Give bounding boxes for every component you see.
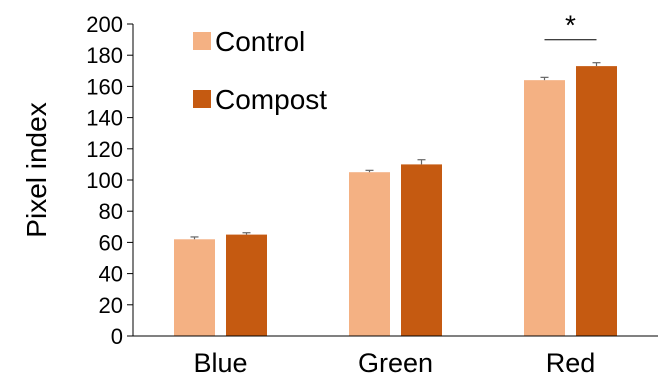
- bar-red-control: [524, 80, 565, 336]
- bar-blue-control: [174, 239, 215, 336]
- y-tick-label: 40: [99, 262, 123, 287]
- legend-label-control: Control: [215, 26, 305, 57]
- y-tick-label: 100: [86, 168, 123, 193]
- bar-green-control: [349, 172, 390, 336]
- x-axis-labels: Blue Green Red: [193, 348, 595, 378]
- y-tick-label: 20: [99, 293, 123, 318]
- y-tick-label: 140: [86, 106, 123, 131]
- y-tick-label: 160: [86, 74, 123, 99]
- annotations: *: [544, 10, 597, 41]
- legend-swatch-compost: [193, 90, 211, 108]
- y-axis-title: Pixel index: [21, 102, 52, 237]
- y-tick-label: 180: [86, 43, 123, 68]
- legend: Control Compost: [193, 26, 327, 115]
- bar-blue-compost: [226, 234, 267, 336]
- y-tick-label: 200: [86, 12, 123, 37]
- x-tick-label: Green: [358, 348, 433, 378]
- x-tick-label: Blue: [193, 348, 247, 378]
- x-tick-label: Red: [546, 348, 596, 378]
- legend-label-compost: Compost: [215, 84, 327, 115]
- significance-star: *: [565, 10, 576, 41]
- y-tick-label: 80: [99, 199, 123, 224]
- bars-group: [174, 62, 617, 337]
- bar-red-compost: [576, 66, 617, 337]
- y-tick-label: 120: [86, 137, 123, 162]
- y-tick-label: 60: [99, 230, 123, 255]
- y-tick-label: 0: [111, 324, 123, 349]
- legend-swatch-control: [193, 32, 211, 50]
- y-axis-ticks: 0 20 40 60 80 100 120 140 160 180 200: [86, 12, 133, 349]
- bar-green-compost: [401, 164, 442, 336]
